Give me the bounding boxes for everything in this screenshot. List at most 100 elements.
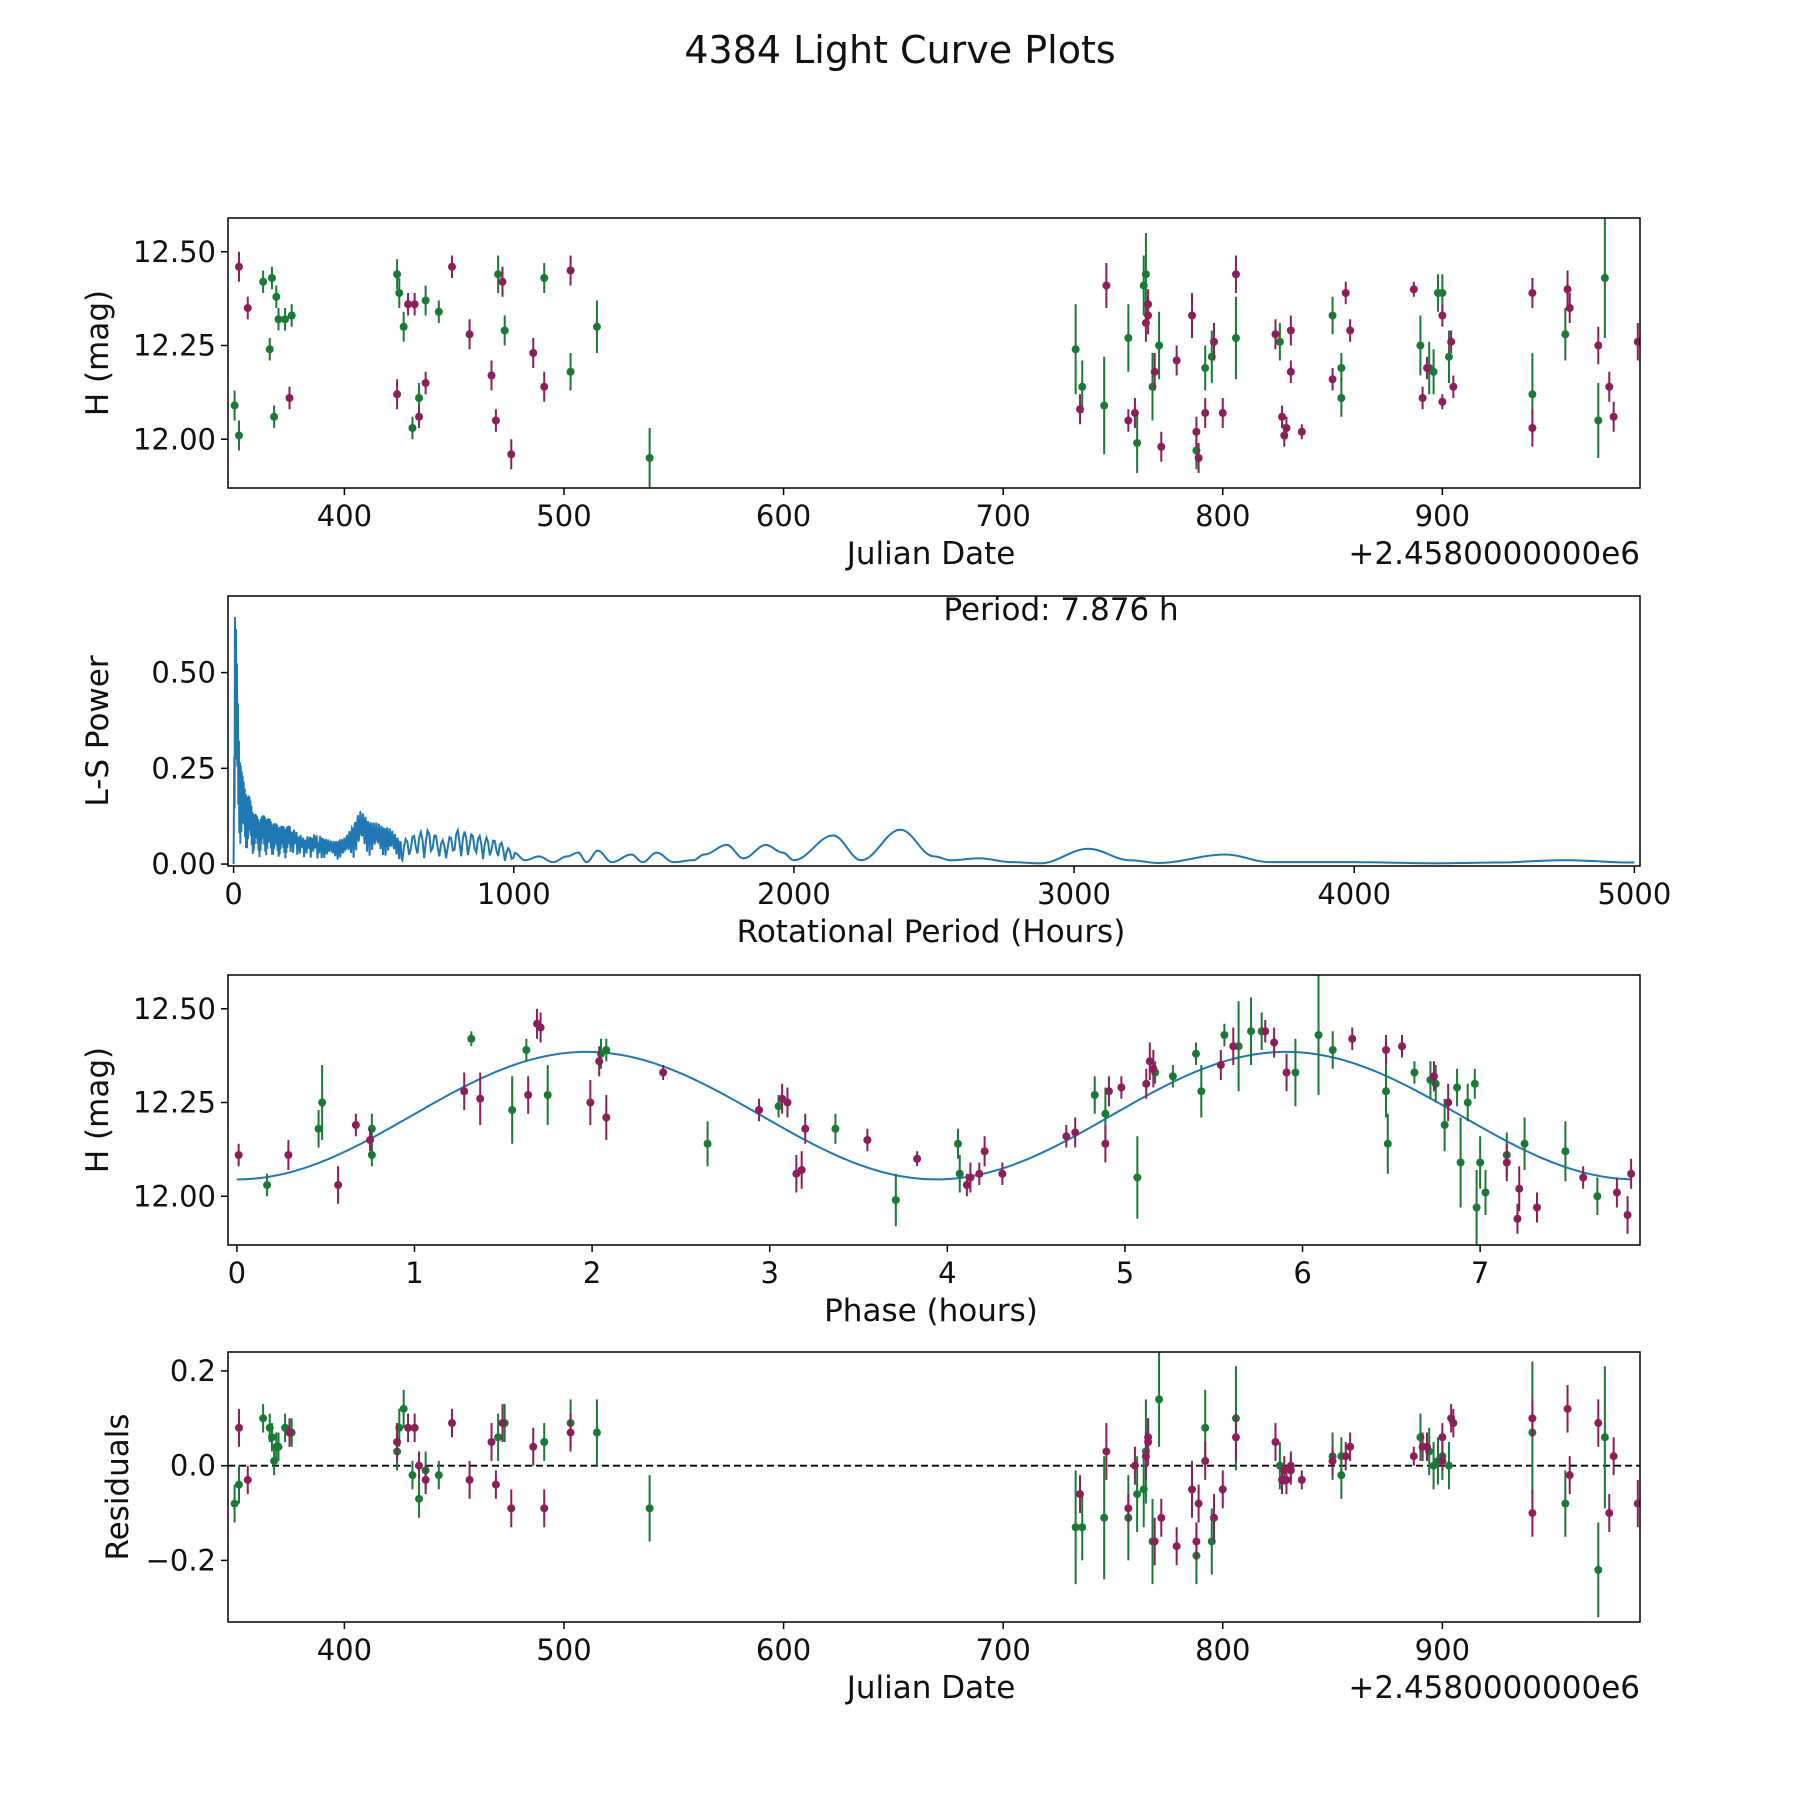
lightcurve-data-point (408, 424, 417, 432)
phased-data-point (1398, 1042, 1407, 1051)
residuals-data-point (507, 1504, 516, 1513)
lightcurve-data-point (1341, 289, 1350, 297)
phased-data-point (755, 1106, 764, 1114)
residuals-data-point (491, 1480, 500, 1489)
phased-fit-curve (236, 1050, 1632, 1181)
phased-data-point (953, 1139, 962, 1148)
residuals-data-point (1600, 1433, 1609, 1442)
residuals-data-point (408, 1471, 417, 1480)
residuals-xtick-label: 500 (536, 1633, 591, 1667)
lightcurve-xlabel: Julian Date (845, 536, 1016, 572)
residuals-data-point (1528, 1509, 1537, 1518)
phased-data-point (522, 1046, 531, 1054)
phased-data-point (1220, 1031, 1229, 1039)
phased-xtick-label: 6 (1293, 1256, 1311, 1290)
phased-data-point (1383, 1139, 1392, 1148)
residuals-data-point (1297, 1475, 1306, 1484)
phased-data-point (659, 1068, 668, 1077)
lightcurve-data-point (410, 300, 419, 309)
residuals-panel: 400 500 600 700 800 900 −0.2 0.0 0.2 Julian Date R… (100, 1351, 1641, 1706)
lightcurve-data-point (1438, 311, 1447, 320)
lightcurve-data-point (1218, 409, 1227, 417)
residuals-data-point (1633, 1499, 1640, 1508)
lightcurve-data-point (234, 262, 243, 271)
residuals-data-point (243, 1475, 252, 1484)
lightcurve-data-point (415, 394, 424, 402)
lightcurve-data-point (1201, 364, 1210, 372)
residuals-data-point (1594, 1419, 1603, 1428)
residuals-data-point (540, 1438, 549, 1446)
phased-data-point (1197, 1087, 1206, 1096)
lightcurve-data-point (529, 349, 538, 357)
lightcurve-data-point (1561, 330, 1570, 339)
phased-data-point (1328, 1046, 1337, 1054)
lightcurve-data-point (1337, 364, 1346, 372)
lightcurve-data-point (1172, 356, 1181, 365)
phased-data-point (1429, 1072, 1438, 1081)
lightcurve-data-point (1438, 397, 1447, 406)
phased-data-point (1440, 1121, 1449, 1129)
phased-data-point (1090, 1091, 1099, 1099)
phased-data-point (314, 1124, 323, 1133)
lightcurve-data-point (1271, 330, 1280, 339)
residuals-data-point (487, 1438, 496, 1446)
lightcurve-data-point (540, 382, 549, 391)
residuals-data-point (1130, 1461, 1139, 1470)
phased-data-point (1101, 1139, 1110, 1148)
lightcurve-data-point (1078, 382, 1087, 391)
periodogram-xtick-label: 0 (224, 877, 242, 911)
phased-xtick-label: 4 (938, 1256, 956, 1290)
residuals-data-point (1133, 1490, 1142, 1499)
residuals-data-point (421, 1475, 430, 1484)
phased-data-point (863, 1136, 872, 1144)
phased-data-point (1191, 1049, 1200, 1058)
residuals-data-point (1192, 1537, 1201, 1546)
residuals-series-green (230, 1352, 1609, 1618)
lightcurve-data-point (395, 289, 404, 297)
phased-data-point (1593, 1192, 1602, 1201)
residuals-data-point (1071, 1523, 1080, 1532)
lightcurve-panel: 400 500 600 700 800 900 12.00 12.25 12.50 Julian … (80, 217, 1641, 572)
residuals-data-point (1286, 1466, 1295, 1475)
phased-data-point (318, 1098, 327, 1107)
lightcurve-data-point (1286, 326, 1295, 335)
residuals-data-point (1201, 1423, 1210, 1432)
lightcurve-plot-area (230, 218, 1640, 488)
residuals-data-point (1155, 1395, 1164, 1404)
lightcurve-ytick-label: 12.25 (133, 329, 216, 363)
lightcurve-data-point (1409, 285, 1418, 294)
residuals-data-point (1528, 1414, 1537, 1423)
phased-data-point (508, 1106, 517, 1114)
lightcurve-data-point (447, 262, 456, 271)
phased-data-point (1168, 1072, 1177, 1081)
phased-data-point (1623, 1211, 1632, 1219)
residuals-data-point (393, 1438, 402, 1446)
residuals-data-point (434, 1471, 443, 1480)
phased-data-point (1247, 1027, 1256, 1036)
lightcurve-data-point (1201, 409, 1210, 417)
phased-xtick-label: 1 (405, 1256, 423, 1290)
residuals-data-point (592, 1428, 601, 1437)
lightcurve-data-point (1418, 394, 1427, 402)
residuals-data-point (234, 1480, 243, 1489)
lightcurve-data-point (243, 304, 252, 312)
phased-ytick-label: 12.25 (133, 1086, 216, 1120)
residuals-data-point (1346, 1442, 1355, 1451)
lightcurve-data-point (230, 401, 239, 410)
residuals-data-point (1605, 1509, 1614, 1518)
lightcurve-data-point (272, 292, 281, 301)
residuals-data-point (1157, 1513, 1166, 1522)
residuals-data-point (1209, 1513, 1218, 1522)
residuals-data-point (234, 1423, 243, 1432)
phased-data-point (1470, 1079, 1479, 1088)
residuals-data-point (1102, 1447, 1111, 1456)
residuals-data-point (259, 1414, 268, 1423)
lightcurve-data-point (415, 412, 424, 421)
residuals-data-point (1563, 1404, 1572, 1413)
lightcurve-data-point (234, 431, 243, 440)
phased-data-point (891, 1196, 900, 1204)
phased-data-point (1472, 1203, 1481, 1212)
residuals-data-point (1565, 1471, 1574, 1480)
phased-xtick-label: 7 (1471, 1256, 1489, 1290)
